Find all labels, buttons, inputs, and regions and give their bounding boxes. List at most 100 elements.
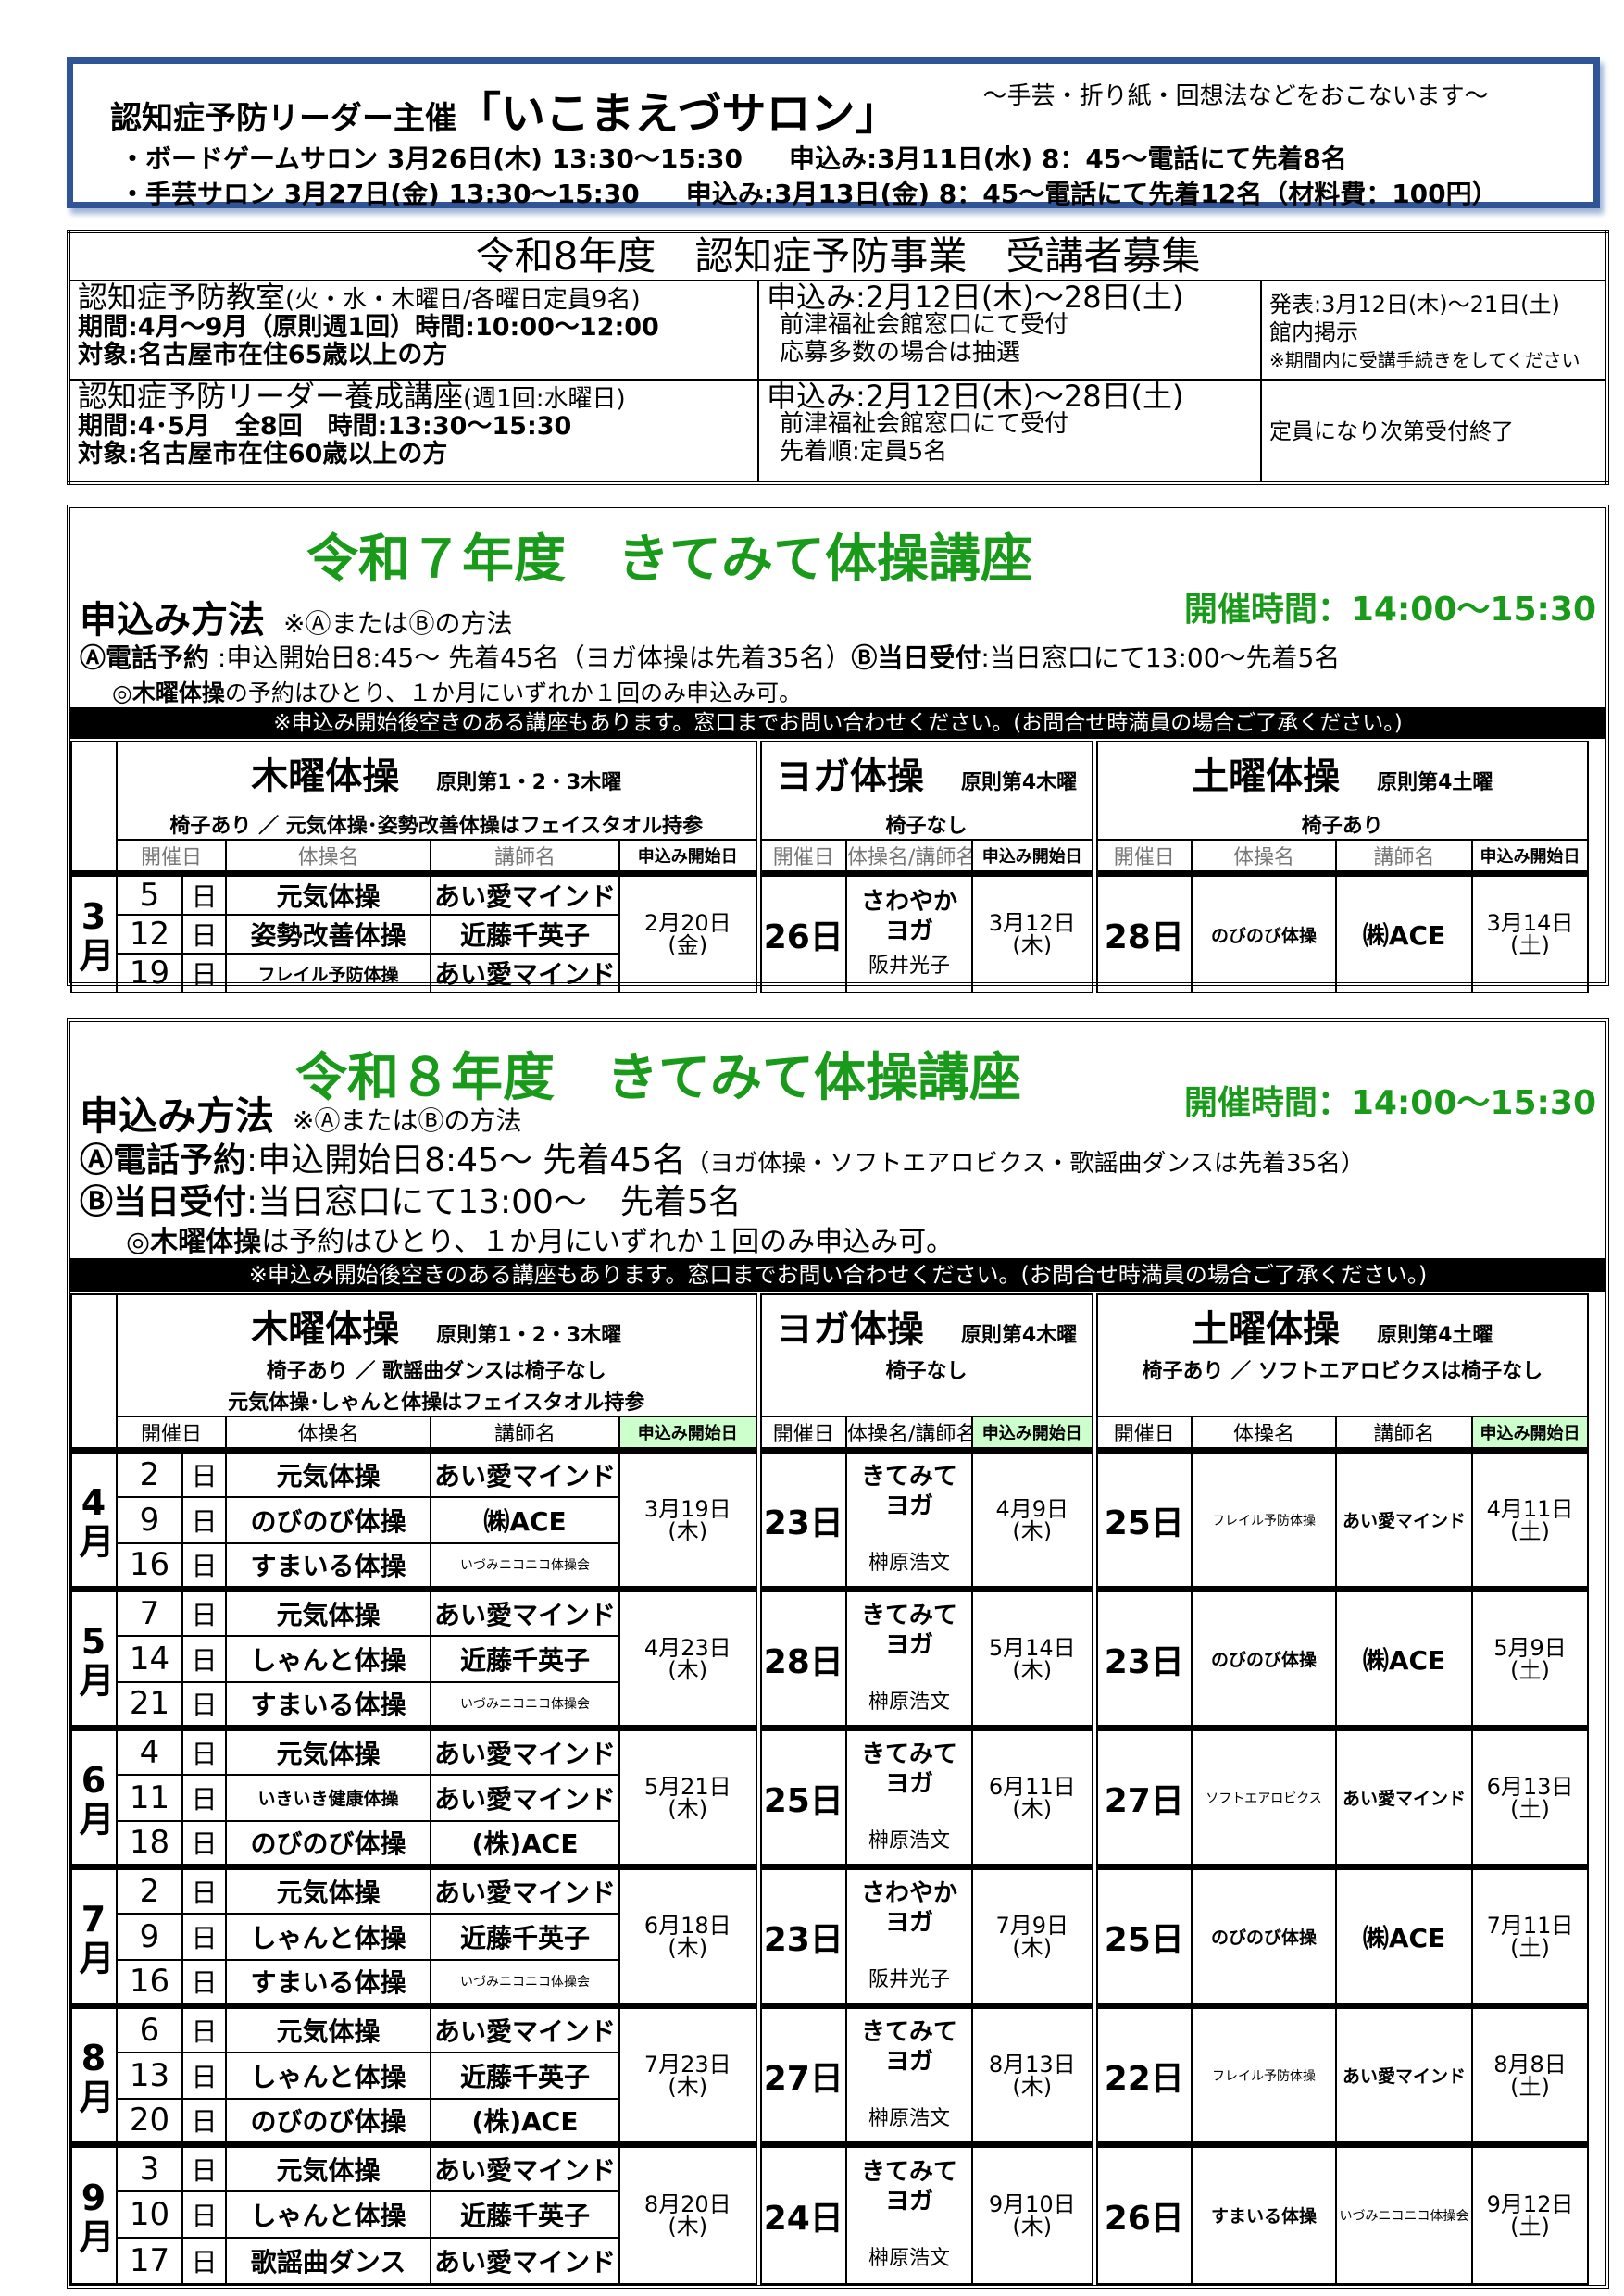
- group-note: 椅子あり ／ 元気体操･姿勢改善体操はフェイスタオル持参: [169, 815, 704, 838]
- start-weekday: (木): [668, 1656, 708, 1683]
- start-date: 7月11日: [1486, 1912, 1574, 1939]
- start-weekday: (木): [668, 1934, 708, 1961]
- start-date: 6月11日: [988, 1773, 1076, 1800]
- yoga-apply-start: 3月12日 (木): [971, 870, 1096, 993]
- apply-period: 申込み:2月12日(木)～28日(土): [767, 280, 1184, 315]
- instructor-name: 近藤千英子: [430, 1912, 620, 1961]
- group-name: 木曜体操: [251, 755, 400, 798]
- day-number: 2: [116, 1864, 183, 1915]
- hours: 開催時間：14:00～15:30: [1183, 591, 1596, 629]
- start-weekday: (木): [1012, 2073, 1053, 2100]
- day-number: 11: [116, 1773, 183, 1822]
- yoga-name: さわやか: [861, 888, 958, 916]
- column-header: 体操名: [225, 839, 431, 875]
- start-date: 4月23日: [643, 1634, 731, 1661]
- day-unit: 日: [181, 2190, 227, 2239]
- saturday-date: 25日: [1091, 1864, 1193, 2007]
- course-cell: 認知症予防リーダー養成講座(週1回:水曜日) 期間:4･5月 全8回 時間:13:…: [68, 379, 759, 484]
- start-weekday: (木): [668, 2073, 708, 2100]
- phone-rule: :申込開始日8:45～ 先着45名: [246, 1142, 686, 1179]
- apply-place: 前津福祉会館窓口にて受付: [780, 311, 1069, 339]
- start-date: 5月14日: [988, 1634, 1076, 1661]
- yoga-name: ヨガ: [885, 917, 934, 945]
- day-number: 4: [116, 1725, 183, 1776]
- yoga-name: ヨガ: [884, 1630, 933, 1659]
- group-rule: 原則第1・2・3木曜: [436, 771, 622, 794]
- start-weekday: (木): [1012, 932, 1053, 958]
- day-unit: 日: [181, 1680, 227, 1729]
- group-note: 椅子あり: [1301, 815, 1383, 838]
- instructor-name: あい愛マインド: [430, 953, 620, 993]
- course-target: 対象:名古屋市在住65歳以上の方: [78, 341, 448, 369]
- saturday-instructor: ㈱ACE: [1335, 1864, 1474, 2007]
- class-name: 元気体操: [225, 2003, 431, 2053]
- start-date: 8月8日: [1493, 2051, 1567, 2078]
- course-period: 期間:4月～9月（原則週1回）時間:10:00～12:00: [78, 313, 659, 342]
- yoga-name: ヨガ: [884, 2187, 933, 2215]
- course-cell: 認知症予防教室(火・水・木曜日/各曜日定員9名) 期間:4月～9月（原則週1回）時…: [68, 280, 759, 381]
- walkin-label: Ⓑ当日受付: [80, 1183, 247, 1221]
- saturday-date: 27日: [1091, 1725, 1193, 1868]
- course-note: (火・水・木曜日/各曜日定員9名): [285, 286, 641, 314]
- apply-rule: 応募多数の場合は抽選: [780, 339, 1021, 367]
- class-name: 元気体操: [225, 870, 431, 916]
- saturday-class-name: のびのび体操: [1191, 870, 1338, 993]
- column-header: 申込み開始日: [1471, 839, 1590, 875]
- day-number: 10: [116, 2190, 183, 2239]
- result-cell: 発表:3月12日(木)～21日(土) 館内掲示 ※期間内に受講手続きをしてください: [1260, 280, 1608, 381]
- apply-start-date: 4月23日 (木): [618, 1586, 759, 1729]
- day-unit: 日: [181, 2003, 227, 2053]
- group-name: 土曜体操: [1192, 755, 1341, 798]
- salon-event: ・ボードゲームサロン 3月26日(木) 13:30～15:30: [119, 144, 743, 174]
- class-name: 歌謡曲ダンス: [225, 2236, 431, 2285]
- group-name: ヨガ体操: [775, 755, 924, 798]
- saturday-class-name: すまいる体操: [1191, 2141, 1338, 2285]
- column-header: 開催日: [1091, 839, 1193, 875]
- yoga-name: さわやか: [860, 1878, 957, 1907]
- instructor-name: ㈱ACE: [430, 1495, 620, 1544]
- day-unit: 日: [181, 870, 227, 916]
- class-name: しゃんと体操: [225, 1912, 431, 1961]
- result-cell: 定員になり次第受付終了: [1260, 379, 1608, 484]
- class-name: しゃんと体操: [225, 2051, 431, 2100]
- column-header: 体操名: [1191, 1416, 1338, 1452]
- start-weekday: (土): [1510, 1934, 1550, 1961]
- group-name: ヨガ体操: [775, 1308, 924, 1351]
- yoga-apply-start: 6月11日 (木): [970, 1725, 1096, 1868]
- day-number: 19: [116, 953, 183, 993]
- column-header: 体操名: [1191, 839, 1338, 875]
- start-weekday: (木): [1012, 1517, 1053, 1544]
- saturday-class-name: フレイル予防体操: [1191, 2003, 1338, 2146]
- saturday-class-name: ソフトエアロビクス: [1191, 1725, 1338, 1868]
- saturday-instructor: あい愛マインド: [1335, 1447, 1474, 1591]
- start-date: 8月20日: [643, 2190, 731, 2217]
- section-title: 令和８年度 きてみて体操講座: [295, 1048, 1021, 1108]
- yoga-name: きてみて: [860, 1740, 957, 1768]
- section-r8-course: 令和８年度 きてみて体操講座 開催時間：14:00～15:30 申込み方法 ※Ⓐま…: [67, 1018, 1609, 2289]
- class-name: のびのび体操: [225, 2097, 431, 2146]
- recruit-title: 令和8年度 認知症予防事業 受講者募集: [68, 231, 1608, 281]
- column-header: 開催日: [116, 1416, 227, 1452]
- group-rule: 原則第4土曜: [1377, 771, 1493, 794]
- start-date: 3月12日: [988, 910, 1076, 936]
- yoga-apply-start: 4月9日 (木): [970, 1447, 1096, 1591]
- table-row: 3月 5 日元気体操 あい愛マインド 2月20日 (金) 26日 さわやか ヨガ 阪井光子 3月12…: [70, 870, 1590, 993]
- apply-rule: 先着順:定員5名: [780, 438, 948, 466]
- day-unit: 日: [181, 1541, 227, 1591]
- yoga-class: さわやか ヨガ 阪井光子: [845, 870, 974, 993]
- result-place: 館内掲示: [1269, 319, 1358, 345]
- yoga-class: さわやか ヨガ 阪井光子: [845, 1864, 973, 2007]
- section-title: 令和７年度 きてみて体操講座: [306, 530, 1032, 590]
- salon-line: ・手芸サロン 3月27日(金) 13:30～15:30 申込み:3月13日(金) …: [119, 177, 1556, 212]
- start-date: 9月12日: [1486, 2190, 1574, 2217]
- yoga-date: 23日: [755, 1447, 847, 1591]
- group-header-yoga: ヨガ体操 原則第4木曜 椅子なし: [755, 741, 1096, 841]
- walkin-rule: :当日窓口にて13:00～先着5名: [981, 643, 1341, 673]
- result-date: 発表:3月12日(木)～21日(土): [1269, 292, 1560, 318]
- yoga-class: きてみて ヨガ 榊原浩文: [845, 1447, 973, 1591]
- instructor-name: あい愛マインド: [430, 2141, 620, 2192]
- salon-name: 「いこまえづサロン」: [456, 88, 900, 140]
- salon-event: ・手芸サロン 3月27日(金) 13:30～15:30: [119, 179, 640, 209]
- column-header: 申込み開始日: [1471, 1416, 1590, 1452]
- start-date: 7月23日: [643, 2051, 731, 2078]
